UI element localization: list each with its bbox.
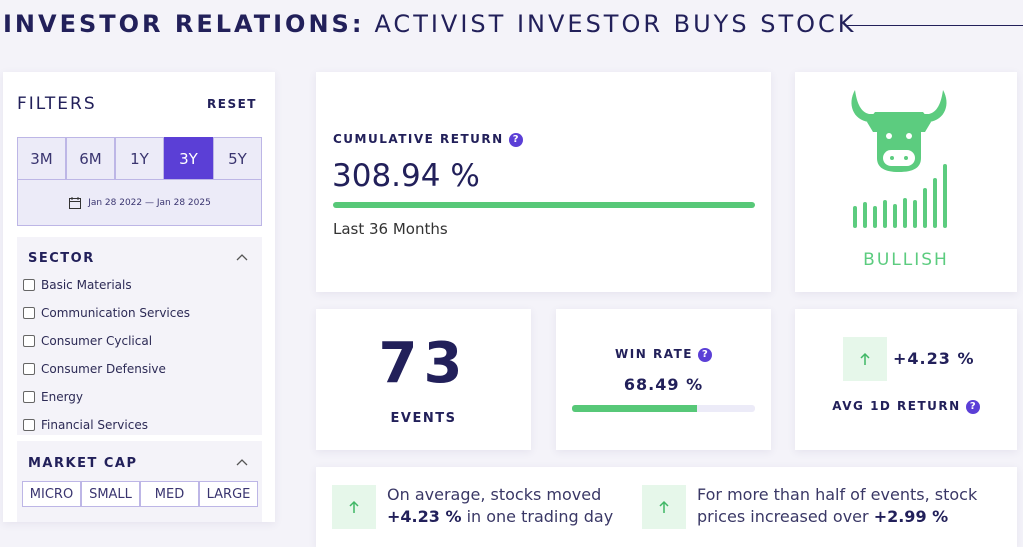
insight-text: On average, stocks moved +4.23 % in one … <box>387 484 632 528</box>
insights-card: On average, stocks moved +4.23 % in one … <box>316 467 1017 547</box>
up-icon <box>332 485 376 529</box>
cap-button[interactable]: MED <box>140 481 199 507</box>
win-rate-card: WIN RATE? 68.49 % <box>556 309 771 450</box>
help-icon[interactable]: ? <box>697 347 712 362</box>
period-button[interactable]: 3M <box>17 137 66 180</box>
win-rate-label: WIN RATE? <box>556 347 771 362</box>
signal-text: BULLISH <box>863 250 949 270</box>
sector-option[interactable]: Consumer Cyclical <box>23 327 190 355</box>
period-button[interactable]: 3Y <box>164 137 213 180</box>
events-label: EVENTS <box>390 411 457 426</box>
text: Consumer Cyclical <box>41 334 153 348</box>
text: +2.99 % <box>873 507 949 526</box>
avg-return-label: AVG 1D RETURN? <box>795 399 1017 414</box>
text: Communication Services <box>41 306 190 320</box>
help-icon[interactable]: ? <box>508 132 523 147</box>
filters-title: FILTERS <box>17 94 97 114</box>
cap-button[interactable]: SMALL <box>81 481 140 507</box>
return-bar <box>333 202 755 208</box>
help-icon[interactable]: ? <box>965 399 980 414</box>
period-button[interactable]: 5Y <box>213 137 262 180</box>
avg-return-card: +4.23 % AVG 1D RETURN? <box>795 309 1017 450</box>
text: WIN RATE <box>615 347 693 361</box>
date-range-text: Jan 28 2022 — Jan 28 2025 <box>88 197 211 208</box>
up-icon <box>843 337 887 381</box>
cumulative-return-value: 308.94 % <box>332 158 480 194</box>
sector-option[interactable]: Financial Services <box>23 411 190 435</box>
title-light: ACTIVIST INVESTOR BUYS STOCK <box>374 10 857 38</box>
chevron[interactable] <box>236 253 248 261</box>
period-button[interactable]: 1Y <box>115 137 164 180</box>
text: +4.23 % <box>387 507 462 526</box>
title-bold: INVESTOR RELATIONS: <box>3 10 365 38</box>
sector-panel: SECTOR Basic Materials Communication Ser… <box>17 237 262 435</box>
market-cap-panel: MARKET CAP MICRO SMALL MED LARGE <box>17 441 262 522</box>
date-range[interactable]: Jan 28 2022 — Jan 28 2025 <box>17 179 262 226</box>
sector-option[interactable]: Communication Services <box>23 299 190 327</box>
text: On average, stocks moved <box>387 485 602 504</box>
page-title: INVESTOR RELATIONS: ACTIVIST INVESTOR BUY… <box>3 10 857 38</box>
sector-option[interactable]: Energy <box>23 383 190 411</box>
page: INVESTOR RELATIONS: ACTIVIST INVESTOR BUY… <box>3 10 1023 547</box>
insight-text: For more than half of events, stock pric… <box>697 484 1002 528</box>
text: AVG 1D RETURN <box>832 399 961 413</box>
avg-return-value: +4.23 % <box>893 349 975 368</box>
signal-card: BULLISH <box>795 72 1017 292</box>
cumulative-return-label: CUMULATIVE RETURN? <box>333 132 523 147</box>
sector-option[interactable]: Consumer Defensive <box>23 355 190 383</box>
events-card: 73 EVENTS <box>316 309 531 450</box>
market-cap-buttons: MICRO SMALL MED LARGE <box>22 481 258 507</box>
sector-option[interactable]: Basic Materials <box>23 271 190 299</box>
chevron[interactable] <box>236 458 248 466</box>
win-rate-fill <box>572 405 697 412</box>
sector-list: Basic Materials Communication Services C… <box>23 271 190 435</box>
title-rule <box>846 25 1023 26</box>
cumulative-return-card: CUMULATIVE RETURN? 308.94 % Last 36 Mont… <box>316 72 771 292</box>
sector-title: SECTOR <box>28 251 95 266</box>
calendar-icon <box>69 196 82 209</box>
text: Basic Materials <box>41 278 132 292</box>
events-value: 73 <box>378 331 469 396</box>
text: For more than half of events, stock pric… <box>697 485 978 526</box>
win-rate-track <box>572 405 755 412</box>
text: Consumer Defensive <box>41 362 166 376</box>
text: Energy <box>41 390 84 404</box>
cap-button[interactable]: MICRO <box>22 481 81 507</box>
period-buttons: 3M 6M 1Y 3Y 5Y <box>17 137 262 180</box>
win-rate-value: 68.49 % <box>623 375 704 394</box>
text: Financial Services <box>41 418 148 432</box>
text: CUMULATIVE RETURN <box>333 132 504 146</box>
bull-icon <box>851 90 947 228</box>
up-icon <box>642 485 686 529</box>
reset-button[interactable]: RESET <box>207 97 257 111</box>
cap-button[interactable]: LARGE <box>199 481 258 507</box>
period-text: Last 36 Months <box>333 220 448 238</box>
text: in one trading day <box>461 507 614 526</box>
period-button[interactable]: 6M <box>66 137 115 180</box>
market-cap-title: MARKET CAP <box>28 456 138 471</box>
